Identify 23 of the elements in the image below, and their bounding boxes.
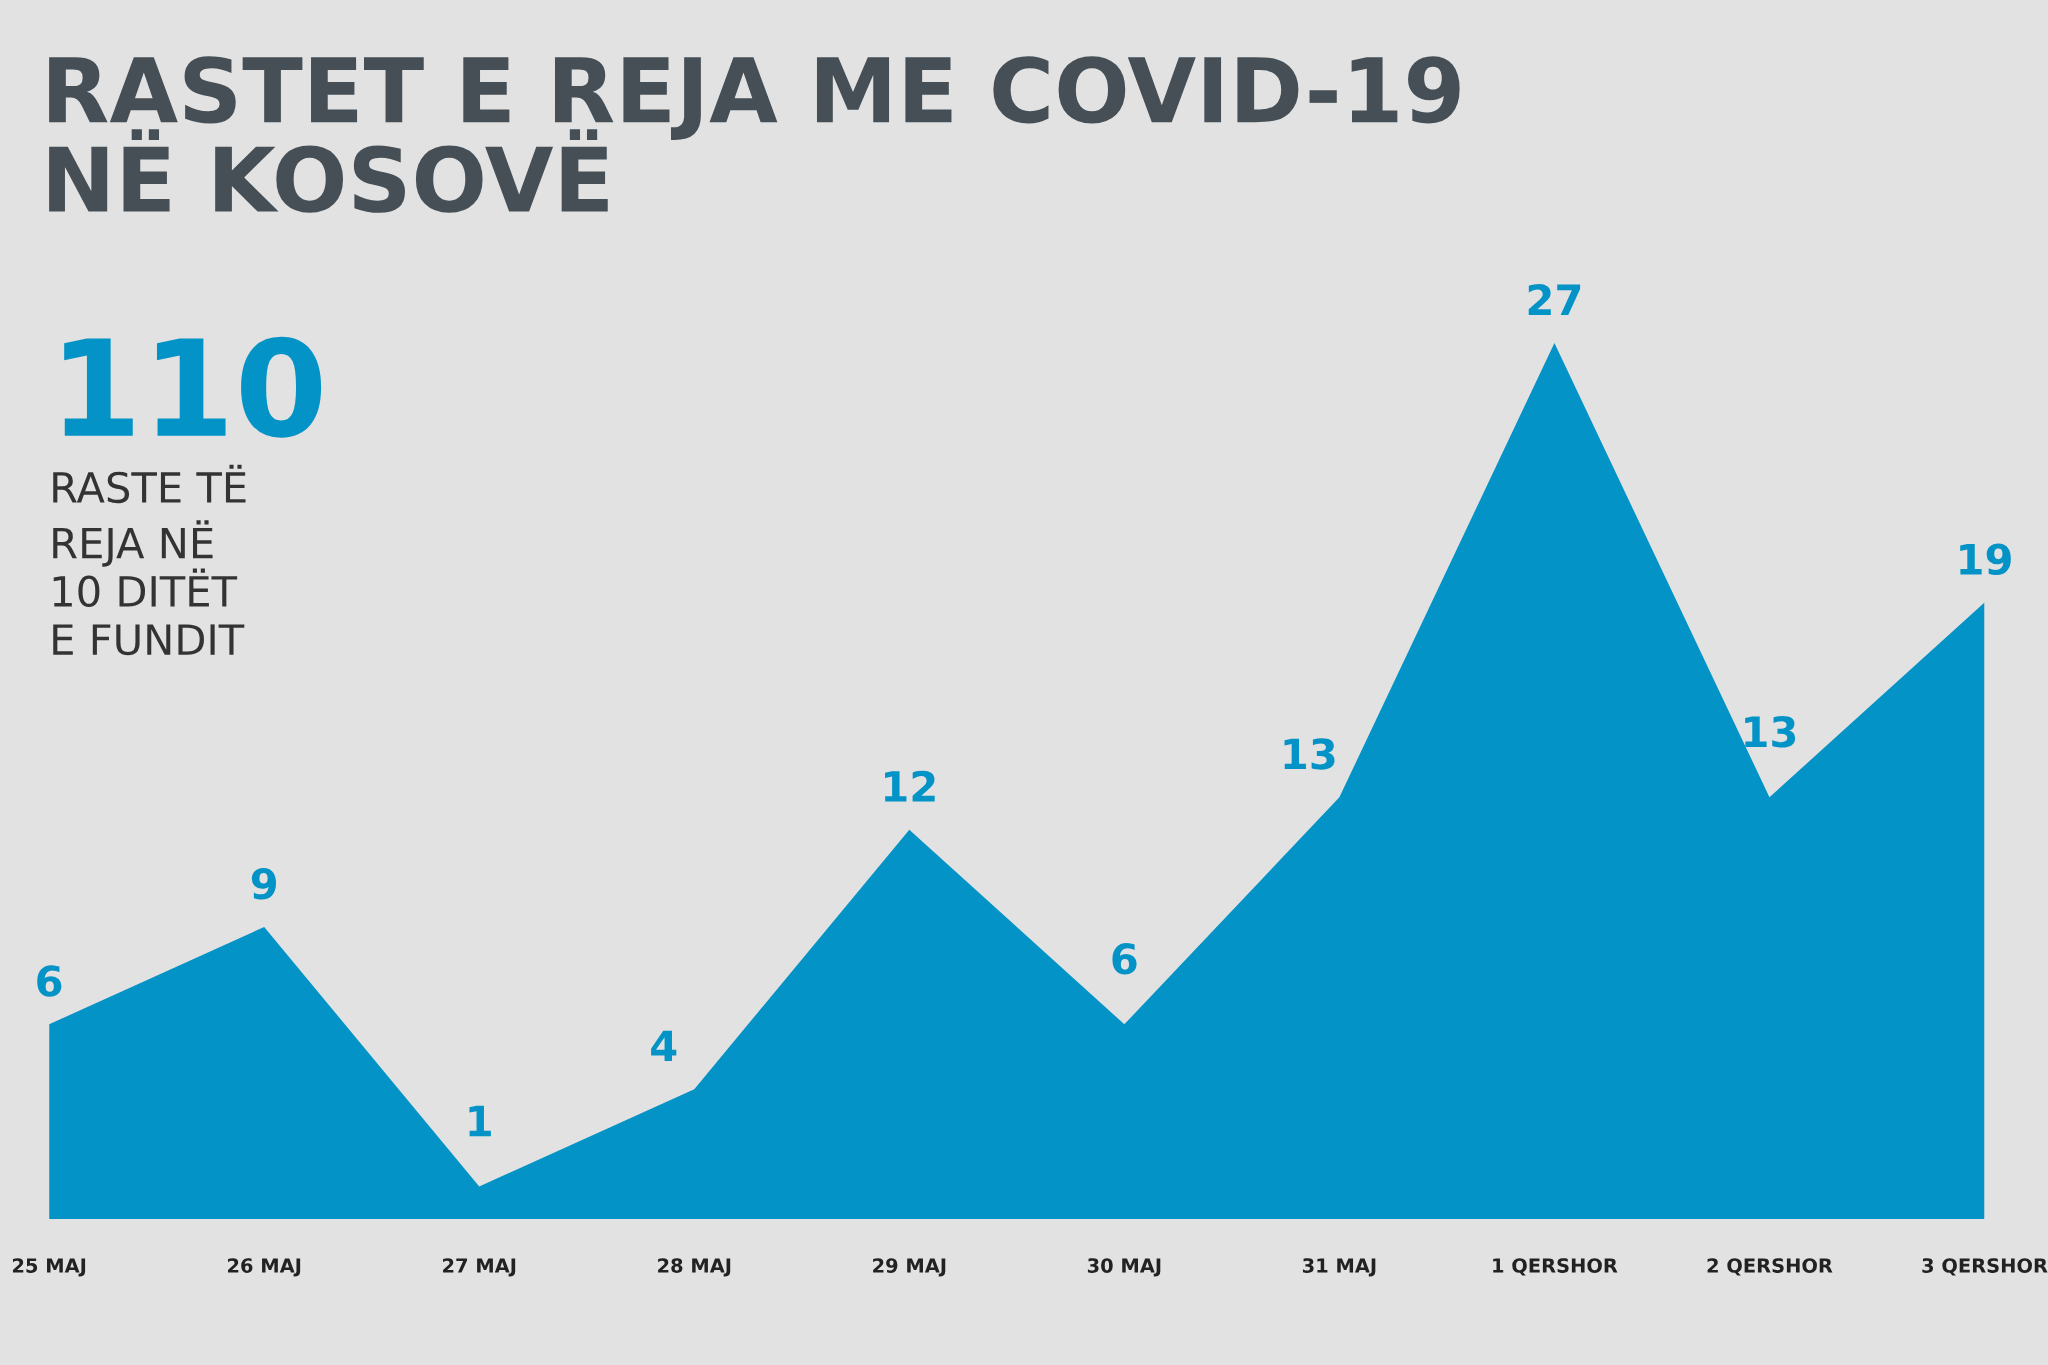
- data-label: 6: [1112, 943, 1137, 975]
- x-tick-label: 25 MAJ: [12, 1258, 86, 1277]
- data-label: 13: [1745, 715, 1796, 748]
- x-tick-label: 2 QERSHOR: [1707, 1258, 1833, 1276]
- data-label: 1: [469, 1105, 491, 1137]
- annotation: 110: [64, 336, 322, 438]
- chart-title: RASTET E REJA ME COVID-19 NË KOSOVË: [49, 56, 1460, 213]
- x-tick-label: 31 MAJ: [1302, 1258, 1376, 1277]
- x-tick-label: 1 QERSHOR: [1493, 1258, 1618, 1276]
- x-tick-label: 27 MAJ: [443, 1258, 516, 1277]
- data-label: 12: [885, 770, 935, 802]
- data-label: 6: [37, 965, 62, 997]
- annotation: RASTE TË REJA NË 10 DITËT E FUNDIT: [53, 464, 246, 656]
- x-tick-label: 30 MAJ: [1087, 1258, 1161, 1277]
- data-label: 9: [251, 867, 277, 900]
- data-label: 27: [1528, 284, 1581, 315]
- data-label: 13: [1284, 738, 1335, 770]
- x-tick-label: 3 QERSHOR: [1922, 1258, 2048, 1276]
- x-tick-label: 28 MAJ: [658, 1258, 731, 1277]
- x-tick-label: 29 MAJ: [873, 1258, 946, 1277]
- data-label: 19: [1960, 543, 2011, 576]
- x-tick-label: 26 MAJ: [228, 1258, 301, 1277]
- data-label: 4: [651, 1030, 677, 1062]
